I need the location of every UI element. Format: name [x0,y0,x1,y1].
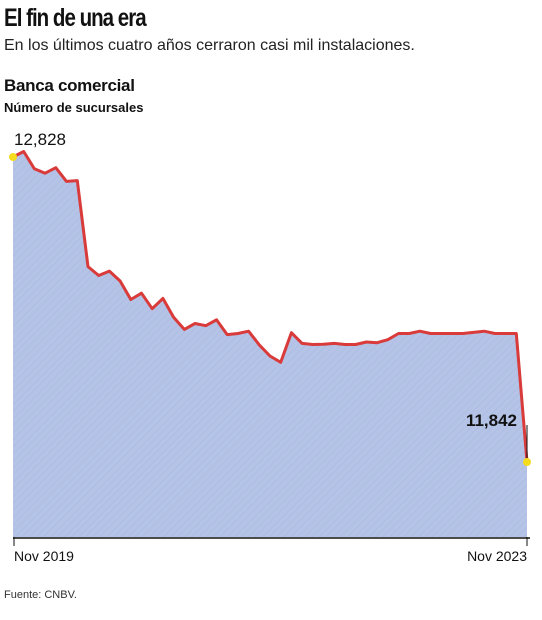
end-value-label: 11,842 [466,411,517,430]
start-value-label: 12,828 [14,130,66,149]
chart-title: Banca comercial [4,76,135,95]
start-marker [9,153,17,161]
chart-subtitle: Número de sucursales [4,100,144,115]
series-area-hatch [13,151,527,537]
headline: El fin de una era [4,4,147,32]
x-tick-label: Nov 2023 [467,548,527,564]
deck: En los últimos cuatro años cerraron casi… [4,37,415,54]
x-tick-label: Nov 2019 [14,548,74,564]
source-note: Fuente: CNBV. [4,589,77,601]
end-marker [523,458,531,466]
